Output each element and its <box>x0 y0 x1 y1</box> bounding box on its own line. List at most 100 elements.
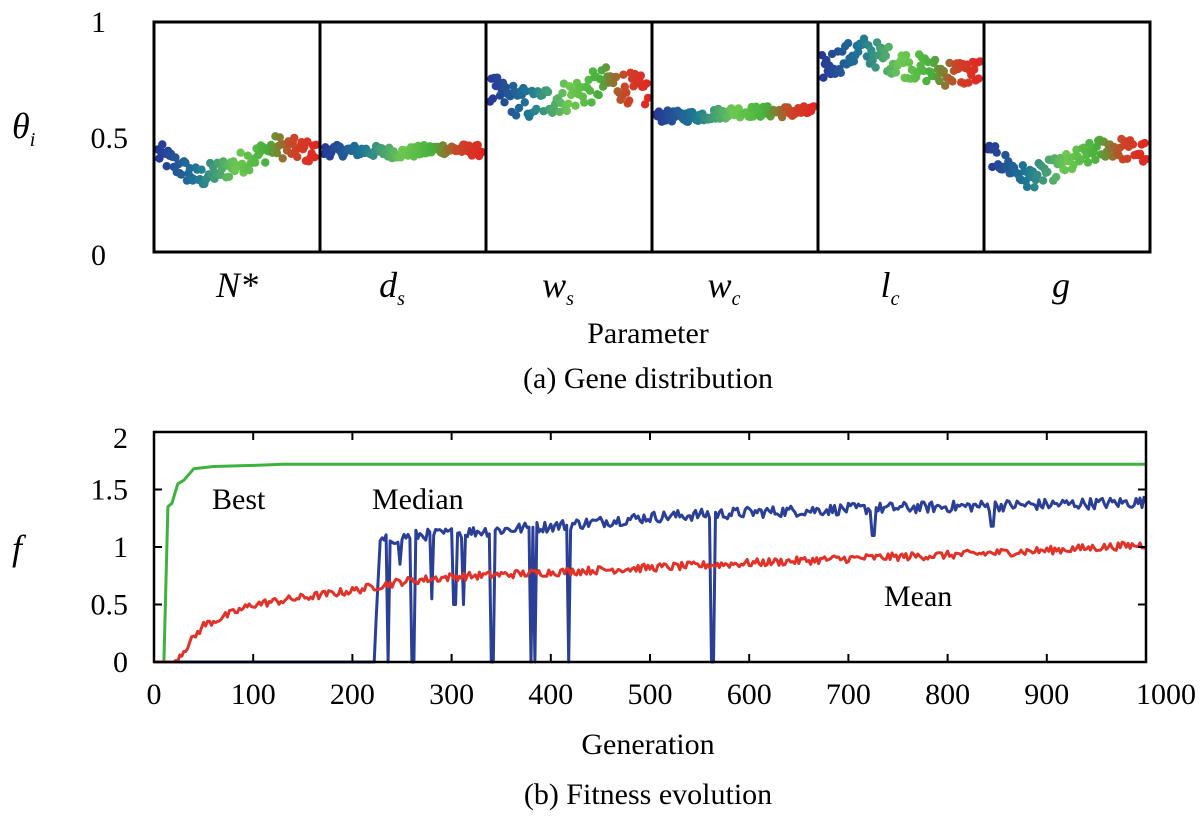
series-line-best <box>154 462 1146 664</box>
param-label-g: g <box>1052 265 1070 305</box>
x-tick-label: 300 <box>429 678 474 711</box>
gene-point-ws <box>564 99 573 108</box>
gene-point-g <box>1128 140 1138 149</box>
gene-point-ws <box>520 98 529 107</box>
gene-point-ws <box>625 96 634 105</box>
series-label-median: Median <box>372 483 464 516</box>
y-tick-label: 0 <box>113 646 128 679</box>
gene-point-N* <box>224 172 234 181</box>
gene-point-g <box>1091 155 1100 164</box>
gene-point-N* <box>293 152 302 162</box>
parameter-dividers <box>318 22 986 252</box>
x-tick-label: 200 <box>330 678 375 711</box>
series-label-mean: Mean <box>884 580 952 613</box>
gene-point-lc <box>884 42 893 52</box>
gene-point-N* <box>311 140 321 149</box>
fitness-series <box>154 462 1148 664</box>
a-ylabel-symbol: θ <box>12 106 30 146</box>
y-tick-label: 1.5 <box>91 474 129 507</box>
x-tick-label: 700 <box>826 678 871 711</box>
gene-point-ws <box>558 88 567 98</box>
gene-point-lc <box>964 78 973 87</box>
gene-point-ds <box>473 140 482 150</box>
gene-point-N* <box>155 154 164 163</box>
gene-point-ds <box>464 141 474 150</box>
gene-point-ws <box>640 100 650 109</box>
gene-point-ws <box>622 88 631 97</box>
gene-point-ws <box>562 106 571 116</box>
gene-point-wc <box>809 102 819 111</box>
gene-point-ws <box>580 98 589 107</box>
a-ytick-1: 1 <box>91 6 106 39</box>
gene-point-lc <box>871 63 880 72</box>
gene-point-lc <box>941 81 950 90</box>
gene-point-g <box>1043 167 1052 177</box>
x-tick-label: 900 <box>1024 678 1069 711</box>
a-caption: (a) Gene distribution <box>523 362 773 395</box>
gene-point-g <box>1083 158 1093 167</box>
gene-point-lc <box>975 57 985 66</box>
gene-point-ws <box>488 94 498 103</box>
gene-point-N* <box>162 162 171 171</box>
gene-point-N* <box>275 133 284 142</box>
param-label-lc: lc <box>881 265 900 310</box>
gene-point-lc <box>974 74 983 83</box>
parameter-tick-labels: N* ds ws wc lc g <box>215 265 1070 310</box>
fitness-tick-marks <box>153 431 1147 663</box>
gene-point-g <box>1051 172 1061 182</box>
gene-point-g <box>1123 154 1132 163</box>
gene-distribution-panel: 1 0.5 0 θi N* ds ws wc lc g Parameter (a… <box>12 6 1152 395</box>
gene-point-lc <box>843 39 853 48</box>
b-xlabel: Generation <box>581 728 714 761</box>
gene-point-ws <box>571 101 580 110</box>
param-label-ws: ws <box>542 265 574 310</box>
gene-point-ws <box>601 63 611 72</box>
fitness-plot-frame <box>152 430 1148 664</box>
fitness-evolution-panel: 0 100 200 300 400 500 600 700 800 900 1000 0 0.5 1 1.… <box>12 422 1196 811</box>
gene-point-lc <box>922 76 931 86</box>
x-tick-label: 100 <box>231 678 276 711</box>
gene-point-lc <box>881 51 890 61</box>
gene-point-N* <box>272 148 282 158</box>
y-tick-label: 0.5 <box>91 589 129 622</box>
gene-point-ws <box>514 103 524 113</box>
gene-point-N* <box>236 148 245 157</box>
gene-point-g <box>1038 176 1048 185</box>
gene-point-ws <box>585 86 595 95</box>
series-label-best: Best <box>212 483 266 516</box>
a-ytick-0.5: 0.5 <box>91 122 129 155</box>
x-tick-label: 1000 <box>1136 678 1196 711</box>
gene-point-ws <box>587 98 596 107</box>
gene-point-g <box>1136 149 1145 158</box>
gene-point-ws <box>543 87 553 97</box>
x-tick-label: 800 <box>925 678 970 711</box>
gene-point-g <box>992 148 1001 157</box>
x-tick-label: 400 <box>528 678 573 711</box>
x-tick-label: 600 <box>727 678 772 711</box>
gene-point-lc <box>935 76 944 86</box>
gene-point-ws <box>500 98 509 107</box>
gene-point-g <box>1033 170 1042 180</box>
x-tick-label: 500 <box>628 678 673 711</box>
gene-point-ws <box>511 111 521 120</box>
series-line-median <box>154 495 1148 664</box>
param-label-wc: wc <box>708 265 741 310</box>
gene-point-N* <box>245 166 254 175</box>
gene-point-N* <box>290 133 299 143</box>
gene-point-ws <box>619 70 628 79</box>
gene-scatter-points <box>153 34 1151 192</box>
gene-point-g <box>1141 155 1151 164</box>
gene-point-g <box>1030 183 1039 192</box>
gene-point-ds <box>477 148 487 157</box>
gene-point-g <box>1022 182 1032 192</box>
a-ylabel-subscript: i <box>30 129 36 151</box>
fitness-y-tick-labels: 0 0.5 1 1.5 2 <box>91 422 129 679</box>
gene-point-lc <box>836 68 845 78</box>
gene-point-ws <box>643 93 653 103</box>
gene-point-lc <box>819 73 828 82</box>
series-line-mean <box>154 540 1147 664</box>
gene-point-N* <box>261 158 270 167</box>
b-caption: (b) Fitness evolution <box>524 778 772 811</box>
param-label-N*: N* <box>215 265 258 305</box>
